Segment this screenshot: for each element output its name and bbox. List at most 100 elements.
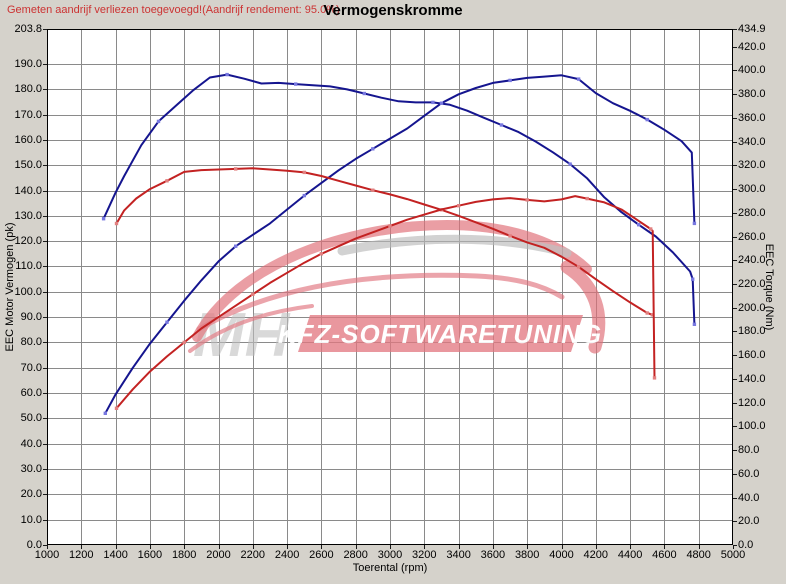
y-right-tick-label: 200.0 (738, 301, 766, 314)
x-tick-label: 3800 (514, 549, 540, 561)
y-left-tick-mark (43, 64, 47, 65)
x-tick-label: 3000 (377, 549, 403, 561)
y-right-tick-mark (733, 331, 737, 332)
x-tick-mark (184, 545, 185, 549)
y-left-tick-label: 150.0 (14, 159, 42, 172)
y-left-tick-mark (43, 115, 47, 116)
stock-power-marker (525, 198, 529, 202)
x-tick-mark (47, 545, 48, 549)
stock-power-marker (388, 224, 392, 228)
x-tick-label: 3600 (480, 549, 506, 561)
stock-power-marker (456, 204, 461, 208)
dyno-curves-canvas: MH KFZ-SOFTWARETUNING (47, 29, 733, 545)
drivetrain-loss-note: Gemeten aandrijf verliezen toegevoegd!(A… (7, 4, 340, 16)
y-left-tick-label: 160.0 (14, 133, 42, 146)
y-left-tick-label: 60.0 (20, 387, 42, 400)
y-right-tick-mark (733, 379, 737, 380)
tuned-power-marker (508, 78, 512, 83)
grid-lines (47, 29, 733, 545)
y-left-tick-label: 190.0 (14, 57, 42, 70)
stock-power-marker (585, 196, 589, 201)
y-left-tick-label: 170.0 (14, 108, 42, 121)
stock-torque-marker (371, 188, 375, 192)
y-left-tick-label: 120.0 (14, 235, 42, 248)
stock-power-marker (182, 340, 186, 345)
tuned-torque-marker (225, 72, 229, 77)
tuned-power-marker (692, 221, 697, 226)
y-left-tick-label: 40.0 (20, 437, 42, 450)
stock-torque-marker (645, 311, 649, 315)
x-tick-label: 4400 (617, 549, 643, 561)
chart-title: Vermogenskromme (323, 2, 463, 19)
x-tick-label: 2800 (343, 549, 368, 561)
y-left-tick-label: 110.0 (15, 260, 42, 273)
car-hood-line (188, 304, 314, 353)
x-tick-mark (253, 545, 254, 549)
tuned-power-marker (645, 117, 649, 122)
tuned-power-marker (234, 244, 238, 248)
y-right-tick-label: 320.0 (738, 159, 766, 172)
stock-power-marker (251, 292, 255, 296)
y-left-tick-mark (43, 29, 47, 30)
x-tick-label: 5000 (720, 549, 746, 561)
y-left-tick-mark (43, 494, 47, 495)
y-right-tick-label: 400.0 (738, 64, 766, 77)
y-left-tick-label: 70.0 (20, 361, 42, 374)
x-tick-mark (424, 545, 425, 549)
x-tick-label: 2600 (309, 549, 334, 561)
y-left-tick-mark (43, 444, 47, 445)
y-right-tick-label: 40.0 (738, 491, 760, 504)
y-right-tick-mark (733, 308, 737, 309)
y-right-tick-mark (733, 403, 737, 404)
y-right-tick-mark (733, 426, 737, 427)
tuned-power-marker (165, 320, 169, 324)
x-tick-mark (116, 545, 117, 549)
y-right-tick-label: 300.0 (738, 183, 766, 196)
car-roof-swoosh (192, 219, 592, 342)
watermark-banner (298, 315, 583, 352)
y-right-tick-mark (733, 165, 737, 166)
stock-torque-line (115, 167, 653, 316)
x-tick-label: 1200 (69, 549, 94, 561)
y-right-tick-mark (733, 189, 737, 190)
car-rear-arc (560, 260, 606, 354)
x-tick-label: 3400 (446, 549, 471, 561)
stock-power-marker (319, 252, 324, 256)
x-tick-mark (596, 545, 597, 549)
y-right-tick-label: 60.0 (738, 467, 760, 480)
tuned-power-marker (103, 411, 107, 415)
y-left-tick-label: 30.0 (20, 463, 42, 476)
x-tick-label: 2000 (206, 549, 231, 561)
y-right-tick-mark (733, 70, 737, 71)
y-left-tick-mark (43, 520, 47, 521)
y-right-tick-label: 220.0 (738, 277, 766, 290)
x-tick-mark (219, 545, 220, 549)
tuned-power-marker (371, 147, 375, 151)
x-tick-mark (562, 545, 563, 549)
y-right-tick-mark (733, 545, 737, 546)
y-left-tick-mark (43, 241, 47, 242)
y-right-tick-mark (733, 521, 737, 522)
x-tick-mark (630, 545, 631, 549)
x-tick-mark (733, 545, 734, 549)
tuned-power-marker (439, 101, 444, 105)
tuned-torque-marker (637, 223, 641, 227)
x-tick-label: 3200 (412, 549, 437, 561)
y-left-tick-mark (43, 545, 47, 546)
y-right-tick-mark (733, 284, 737, 285)
tuned-power-line (104, 74, 696, 414)
y-right-tick-label: 180.0 (738, 325, 766, 338)
tuned-power-marker (576, 77, 581, 81)
y-left-tick-mark (43, 368, 47, 369)
stock-torque-marker (302, 170, 306, 175)
x-tick-mark (356, 545, 357, 549)
x-tick-mark (493, 545, 494, 549)
y-left-tick-mark (43, 89, 47, 90)
y-left-tick-label: 100.0 (14, 285, 42, 298)
y-right-tick-label: 420.0 (738, 40, 766, 53)
y-right-tick-mark (733, 450, 737, 451)
x-tick-mark (699, 545, 700, 549)
plot-border (47, 29, 733, 545)
y-left-tick-mark (43, 317, 47, 318)
x-tick-mark (390, 545, 391, 549)
